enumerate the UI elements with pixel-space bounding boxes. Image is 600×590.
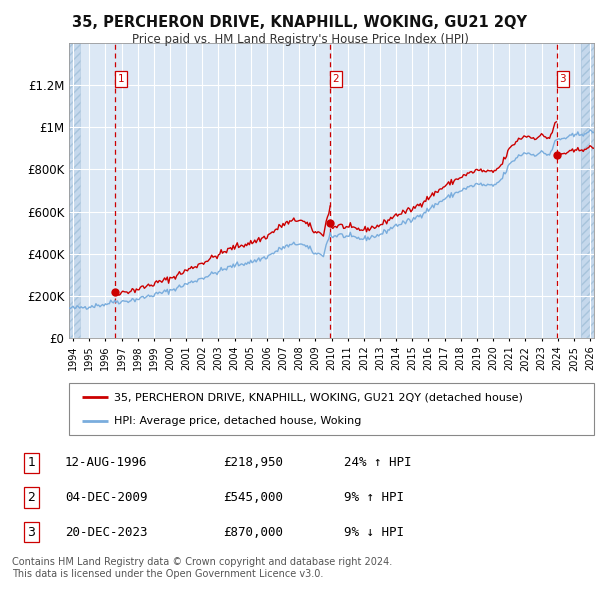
- Bar: [69, 43, 80, 338]
- Text: £218,950: £218,950: [224, 457, 284, 470]
- Text: £545,000: £545,000: [224, 491, 284, 504]
- Text: 9% ↑ HPI: 9% ↑ HPI: [344, 491, 404, 504]
- Text: £870,000: £870,000: [224, 526, 284, 539]
- Bar: [581, 43, 594, 338]
- Text: HPI: Average price, detached house, Woking: HPI: Average price, detached house, Woki…: [113, 416, 361, 426]
- Text: 1: 1: [28, 457, 35, 470]
- Text: 2: 2: [28, 491, 35, 504]
- Bar: [581, 43, 594, 338]
- Text: 3: 3: [560, 74, 566, 84]
- Text: 20-DEC-2023: 20-DEC-2023: [65, 526, 148, 539]
- Text: Contains HM Land Registry data © Crown copyright and database right 2024.
This d: Contains HM Land Registry data © Crown c…: [12, 557, 392, 579]
- Text: 9% ↓ HPI: 9% ↓ HPI: [344, 526, 404, 539]
- Text: 35, PERCHERON DRIVE, KNAPHILL, WOKING, GU21 2QY: 35, PERCHERON DRIVE, KNAPHILL, WOKING, G…: [73, 15, 527, 30]
- Text: 3: 3: [28, 526, 35, 539]
- Text: 35, PERCHERON DRIVE, KNAPHILL, WOKING, GU21 2QY (detached house): 35, PERCHERON DRIVE, KNAPHILL, WOKING, G…: [113, 392, 523, 402]
- Text: Price paid vs. HM Land Registry's House Price Index (HPI): Price paid vs. HM Land Registry's House …: [131, 33, 469, 46]
- Text: 24% ↑ HPI: 24% ↑ HPI: [344, 457, 412, 470]
- Text: 12-AUG-1996: 12-AUG-1996: [65, 457, 148, 470]
- Text: 04-DEC-2009: 04-DEC-2009: [65, 491, 148, 504]
- Text: 1: 1: [118, 74, 124, 84]
- Text: 2: 2: [332, 74, 339, 84]
- Bar: [69, 43, 80, 338]
